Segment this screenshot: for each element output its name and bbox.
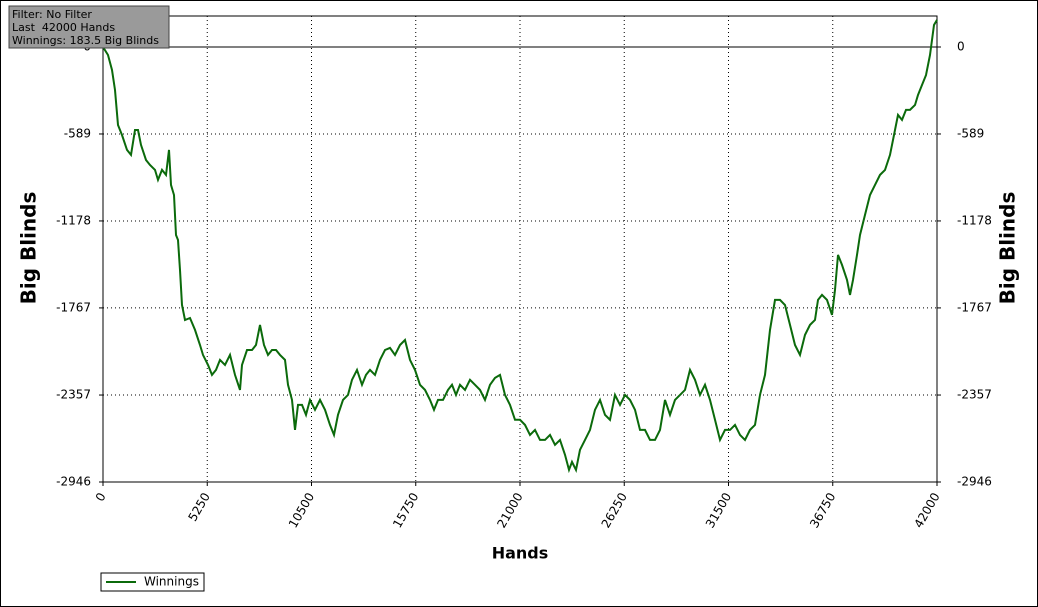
y2-tick-label: -1767 [957,300,992,314]
y2-tick-label: 0 [957,40,965,54]
y2-tick-label: -2357 [957,388,992,402]
info-box-bg [8,5,170,49]
y-axis-title: Big Blinds [17,192,41,305]
y2-tick-label: -589 [957,126,984,140]
y-tick-label: -1767 [56,300,91,314]
info-text: Filter: No Filter [12,8,92,21]
plot-border [102,15,938,483]
info-text: Winnings: 183.5 Big Blinds [12,34,159,47]
y-tick-label: -2946 [56,475,91,489]
info-text: Last 42000 Hands [12,21,115,34]
legend-box [100,572,205,592]
series-line [102,19,938,474]
y2-axis-title: Big Blinds [996,192,1020,305]
legend-label: Winnings [144,575,199,589]
y-tick-label: -589 [64,126,91,140]
x-axis-title: Hands [492,544,549,563]
y-tick-label: -1178 [56,213,91,227]
y2-tick-label: -1178 [957,213,992,227]
y2-tick-label: -2946 [957,475,992,489]
y-tick-label: -2357 [56,388,91,402]
